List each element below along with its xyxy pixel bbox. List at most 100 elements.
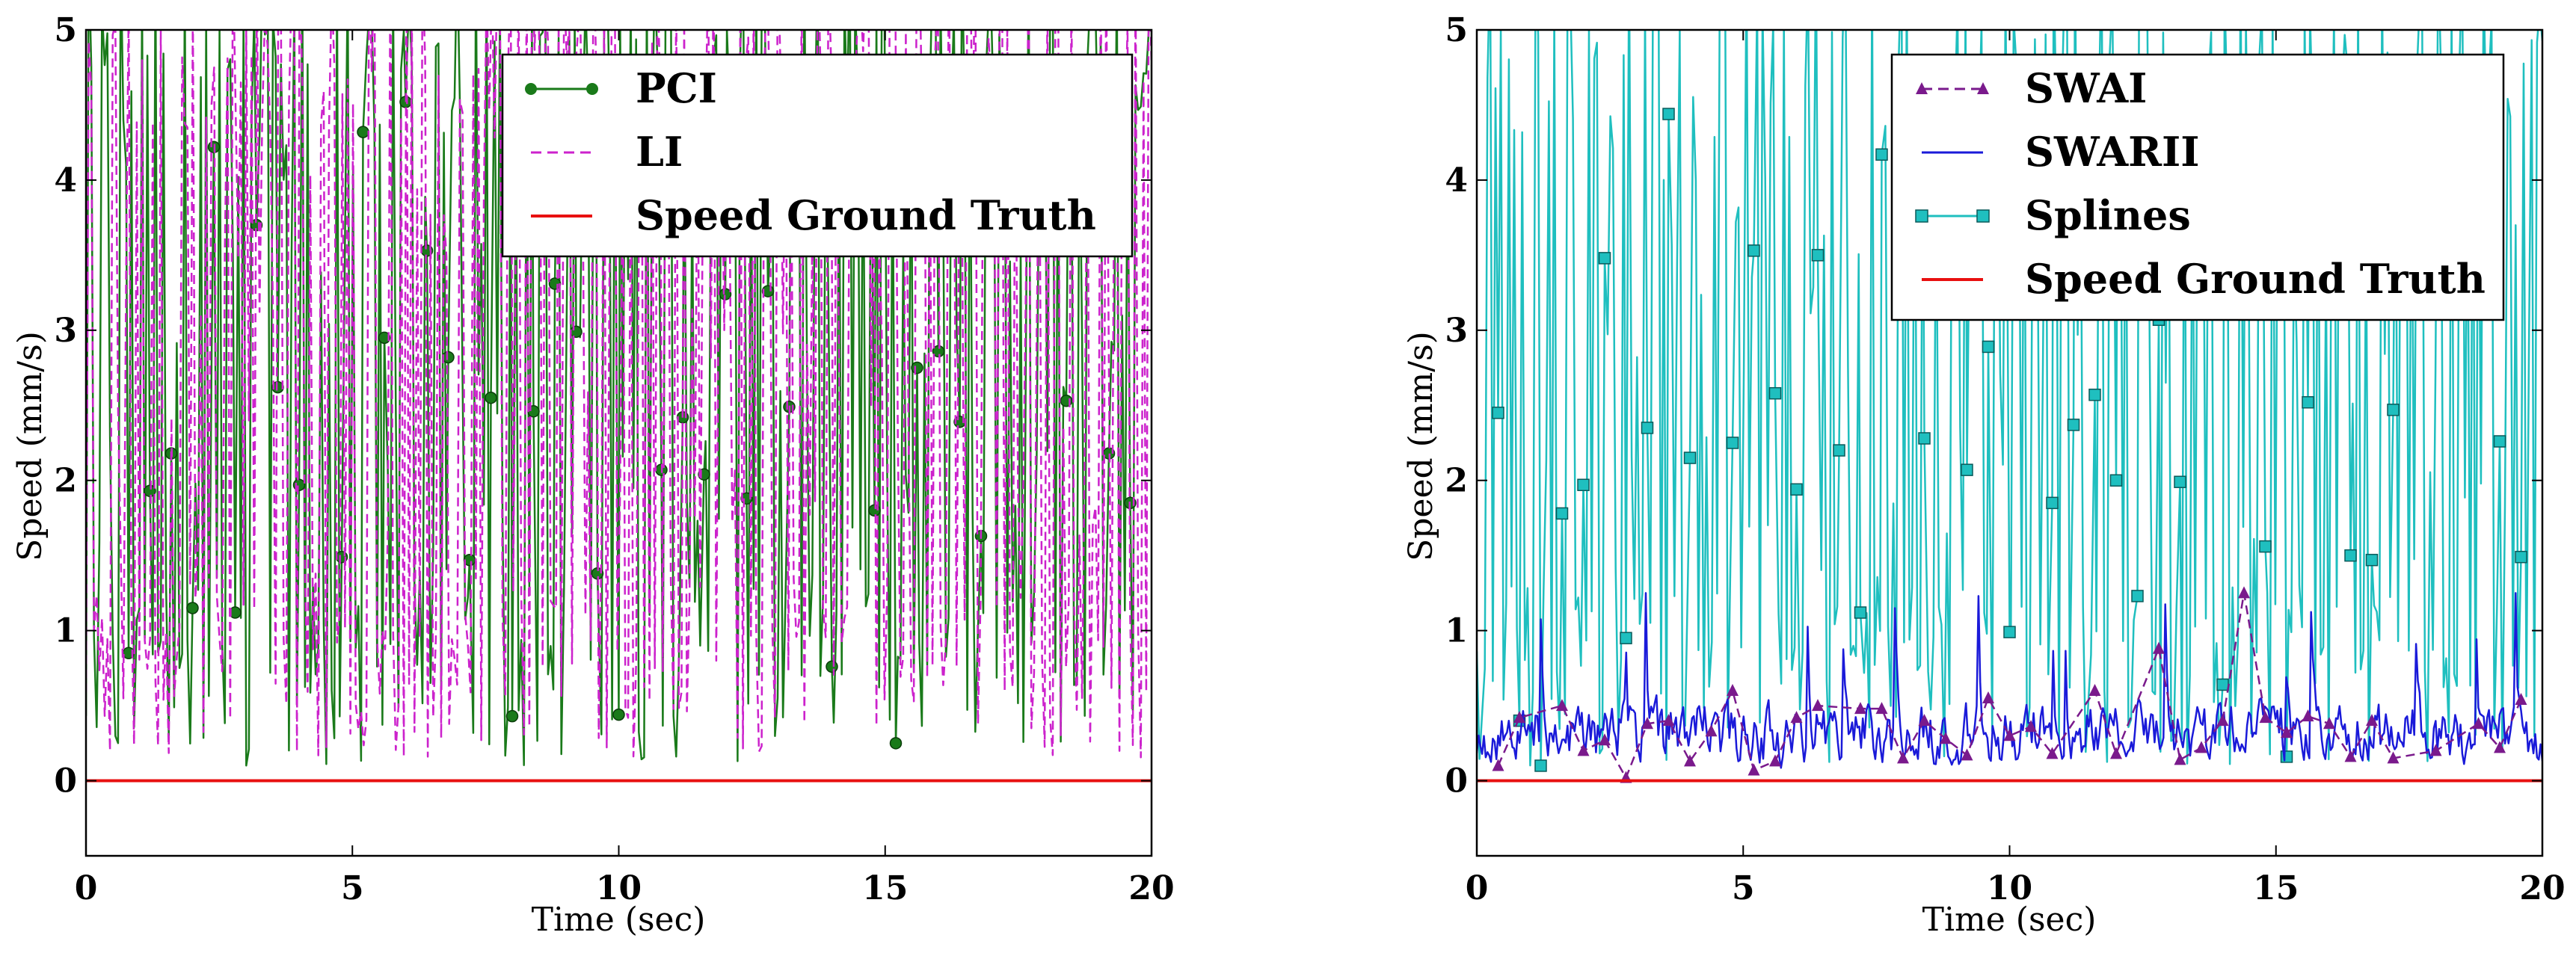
marker-swai — [1875, 702, 1888, 715]
y-tick-label: 4 — [54, 161, 77, 200]
series-splines — [1477, 30, 2542, 772]
marker-swai — [2153, 641, 2165, 654]
marker-swai — [1769, 754, 1781, 767]
marker-swai — [2238, 586, 2250, 599]
legend-entry-splines: Splines — [1915, 191, 2191, 239]
marker-swai — [1940, 732, 1952, 744]
marker-pci — [911, 361, 923, 374]
marker-splines — [1683, 451, 1697, 464]
right-chart: 0 5 10 15 20 0 1 2 3 4 5 Time (sec) Speed (mm/s) S… — [1402, 11, 2566, 939]
marker-splines — [1833, 444, 1845, 457]
marker-swai — [2472, 717, 2485, 730]
marker-splines — [1492, 407, 1504, 419]
legend-label-splines: Splines — [2025, 191, 2191, 239]
y-tick-label: 1 — [54, 612, 77, 650]
marker-splines — [1811, 249, 1825, 262]
marker-swai — [1556, 699, 1568, 712]
marker-splines — [1961, 463, 1973, 476]
legend-entry-ground-truth-right: Speed Ground Truth — [1922, 255, 2486, 303]
marker-swai — [2323, 717, 2335, 730]
marker-splines — [1747, 244, 1760, 257]
marker-swai — [2216, 714, 2229, 727]
marker-swai — [1897, 751, 1909, 764]
marker-swai — [2515, 693, 2527, 706]
marker-splines — [1982, 340, 1995, 354]
x-tick-label: 10 — [1987, 869, 2032, 907]
left-ticks: 0 5 10 15 20 0 1 2 3 4 5 — [54, 11, 1174, 907]
marker-splines — [1918, 432, 1931, 445]
marker-swai — [1982, 691, 1994, 704]
left-plot-area — [86, 30, 1152, 783]
y-tick-label: 3 — [1445, 312, 1468, 350]
marker-splines — [1768, 386, 1782, 400]
marker-splines — [1662, 108, 1675, 120]
left-x-axis-label: Time (sec) — [532, 901, 706, 939]
marker-swai — [2088, 684, 2101, 696]
marker-splines — [2259, 540, 2272, 553]
marker-swai — [1747, 763, 1760, 776]
y-tick-label: 5 — [54, 11, 77, 49]
marker-swai — [2003, 729, 2016, 741]
marker-swai — [2494, 741, 2506, 753]
marker-splines — [1598, 252, 1611, 265]
legend-marker-swai — [1916, 82, 1928, 94]
marker-splines — [2216, 678, 2229, 691]
marker-splines — [1620, 632, 1632, 644]
marker-splines — [2088, 388, 2101, 401]
legend-label-ground-truth-left: Speed Ground Truth — [636, 191, 1096, 239]
marker-pci — [442, 351, 455, 364]
marker-swai — [1577, 744, 1590, 756]
marker-swai — [1812, 699, 1824, 712]
y-tick-label: 0 — [1445, 762, 1468, 801]
marker-swai — [1705, 724, 1718, 737]
marker-swai — [2025, 720, 2037, 733]
series-line-li — [86, 30, 1152, 759]
marker-splines — [2365, 553, 2379, 567]
legend-entry-swarii: SWARII — [1922, 128, 2199, 176]
legend-marker-pci — [525, 83, 537, 95]
marker-splines — [1875, 148, 1888, 161]
right-x-axis-label: Time (sec) — [1922, 901, 2097, 939]
y-tick-label: 1 — [1445, 612, 1468, 650]
right-ticks: 0 5 10 15 20 0 1 2 3 4 5 — [1445, 11, 2565, 907]
marker-splines — [2109, 474, 2123, 487]
left-legend: PCI LI Speed Ground Truth — [501, 53, 1134, 258]
marker-swai — [1790, 711, 1803, 724]
x-tick-label: 5 — [1732, 869, 1755, 907]
marker-splines — [2003, 626, 2016, 638]
legend-entry-swai: SWAI — [1916, 64, 2147, 112]
legend-entry-ground-truth-left: Speed Ground Truth — [531, 191, 1096, 239]
marker-pci — [570, 325, 582, 339]
marker-swai — [1684, 754, 1696, 767]
x-tick-label: 0 — [75, 869, 98, 907]
marker-splines — [1555, 507, 1569, 520]
marker-pci — [826, 660, 838, 673]
left-y-axis-label: Speed (mm/s) — [11, 331, 49, 561]
x-tick-label: 20 — [1128, 869, 1174, 907]
y-tick-label: 5 — [1445, 11, 1468, 49]
marker-swai — [1513, 711, 1525, 724]
x-tick-label: 15 — [2253, 869, 2299, 907]
marker-swai — [1492, 759, 1504, 771]
marker-splines — [2493, 435, 2506, 448]
marker-splines — [1726, 437, 1739, 449]
right-y-axis-label: Speed (mm/s) — [1402, 331, 1440, 561]
marker-pci — [378, 331, 391, 345]
y-tick-label: 0 — [54, 762, 77, 801]
legend-label-ground-truth-right: Speed Ground Truth — [2025, 255, 2486, 303]
x-tick-label: 0 — [1466, 869, 1489, 907]
right-plot-area — [1477, 30, 2542, 783]
marker-splines — [2131, 590, 2144, 602]
marker-swai — [1662, 714, 1675, 727]
marker-swai — [1641, 717, 1653, 730]
x-tick-label: 20 — [2519, 869, 2565, 907]
marker-swai — [2429, 744, 2442, 756]
marker-swai — [2046, 747, 2059, 759]
legend-entry-pci: PCI — [525, 64, 717, 112]
marker-pci — [612, 708, 625, 721]
marker-swai — [2174, 753, 2186, 765]
marker-pci — [548, 277, 562, 290]
marker-pci — [889, 737, 903, 750]
marker-splines — [2344, 549, 2357, 562]
